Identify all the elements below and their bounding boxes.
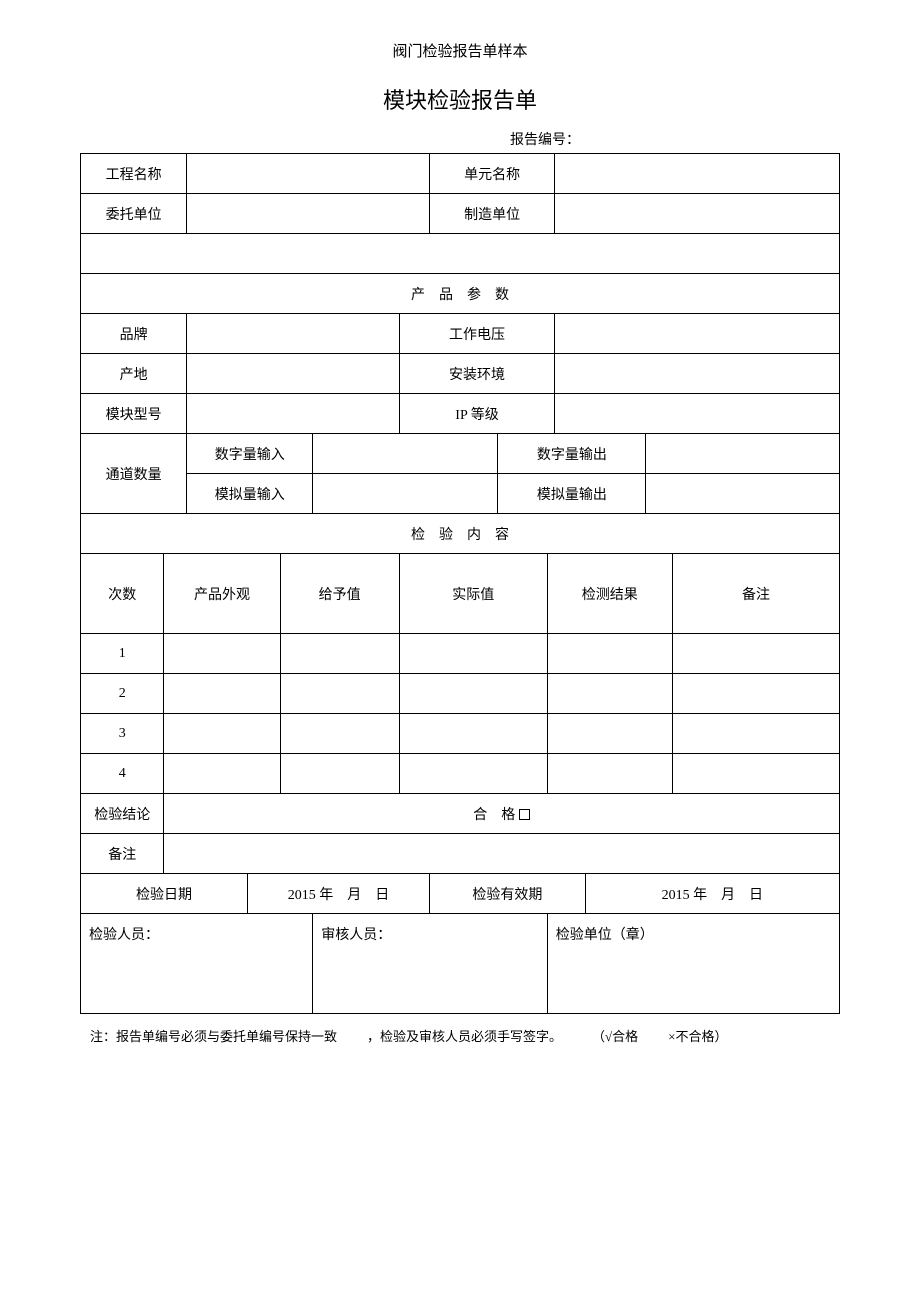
spacer-row [81,234,840,274]
section-product-params: 产 品 参 数 [81,274,840,314]
label-inspect-date: 检验日期 [81,874,248,914]
cell [672,674,839,714]
report-number-label: 报告编号： [80,129,840,149]
row-3: 3 [81,714,164,754]
report-title: 模块检验报告单 [80,83,840,115]
label-digital-out: 数字量输出 [498,434,646,474]
value-analog-out [646,474,840,514]
cell [399,674,547,714]
label-voltage: 工作电压 [399,314,555,354]
value-env [555,354,840,394]
cell [164,754,280,794]
cell [164,714,280,754]
section-inspection: 检 验 内 容 [81,514,840,554]
value-client [187,194,430,234]
cell [164,634,280,674]
col-actual: 实际值 [399,554,547,634]
page-header: 阀门检验报告单样本 [80,40,840,61]
col-seq: 次数 [81,554,164,634]
label-unit-name: 单元名称 [430,154,555,194]
label-inspector: 检验人员： [81,914,313,1014]
cell [280,714,399,754]
col-result: 检测结果 [547,554,672,634]
label-ip: IP 等级 [399,394,555,434]
col-remark: 备注 [672,554,839,634]
value-remark2 [164,834,840,874]
label-project-name: 工程名称 [81,154,187,194]
label-valid-period: 检验有效期 [430,874,586,914]
label-remark2: 备注 [81,834,164,874]
value-voltage [555,314,840,354]
cell [399,714,547,754]
label-analog-out: 模拟量输出 [498,474,646,514]
footnote-p1: 注：报告单编号必须与委托单编号保持一致 [90,1029,337,1044]
value-ip [555,394,840,434]
value-valid-period: 2015 年 月 日 [585,874,839,914]
footnote-p3: （√合格 [592,1029,638,1044]
label-channels: 通道数量 [81,434,187,514]
cell [547,634,672,674]
col-given: 给予值 [280,554,399,634]
cell [672,634,839,674]
label-digital-in: 数字量输入 [187,434,313,474]
label-client: 委托单位 [81,194,187,234]
footnote-p4: ×不合格） [668,1029,727,1044]
value-brand [187,314,399,354]
value-conclusion: 合 格 [164,794,840,834]
label-manufacturer: 制造单位 [430,194,555,234]
value-digital-out [646,434,840,474]
cell [280,634,399,674]
cell [164,674,280,714]
cell [399,634,547,674]
value-analog-in [313,474,498,514]
value-unit-name [555,154,840,194]
report-table: 工程名称 单元名称 委托单位 制造单位 产 品 参 数 品牌 工作电压 产地 安… [80,153,840,1014]
label-inspect-unit: 检验单位（章） [547,914,839,1014]
row-4: 4 [81,754,164,794]
cell [547,754,672,794]
label-model: 模块型号 [81,394,187,434]
col-appearance: 产品外观 [164,554,280,634]
cell [672,754,839,794]
cell [547,714,672,754]
footnote: 注：报告单编号必须与委托单编号保持一致 ，检验及审核人员必须手写签字。 （√合格 ×不… [80,1026,840,1045]
value-project-name [187,154,430,194]
value-manufacturer [555,194,840,234]
checkbox-icon [519,809,530,820]
value-origin [187,354,399,394]
conclusion-text: 合 格 [473,808,515,823]
value-model [187,394,399,434]
cell [547,674,672,714]
row-1: 1 [81,634,164,674]
value-inspect-date: 2015 年 月 日 [247,874,429,914]
value-digital-in [313,434,498,474]
label-reviewer: 审核人员： [313,914,547,1014]
label-env: 安装环境 [399,354,555,394]
cell [399,754,547,794]
cell [280,674,399,714]
row-2: 2 [81,674,164,714]
label-analog-in: 模拟量输入 [187,474,313,514]
cell [672,714,839,754]
cell [280,754,399,794]
label-brand: 品牌 [81,314,187,354]
label-conclusion: 检验结论 [81,794,164,834]
footnote-p2: ，检验及审核人员必须手写签字。 [367,1029,562,1044]
label-origin: 产地 [81,354,187,394]
